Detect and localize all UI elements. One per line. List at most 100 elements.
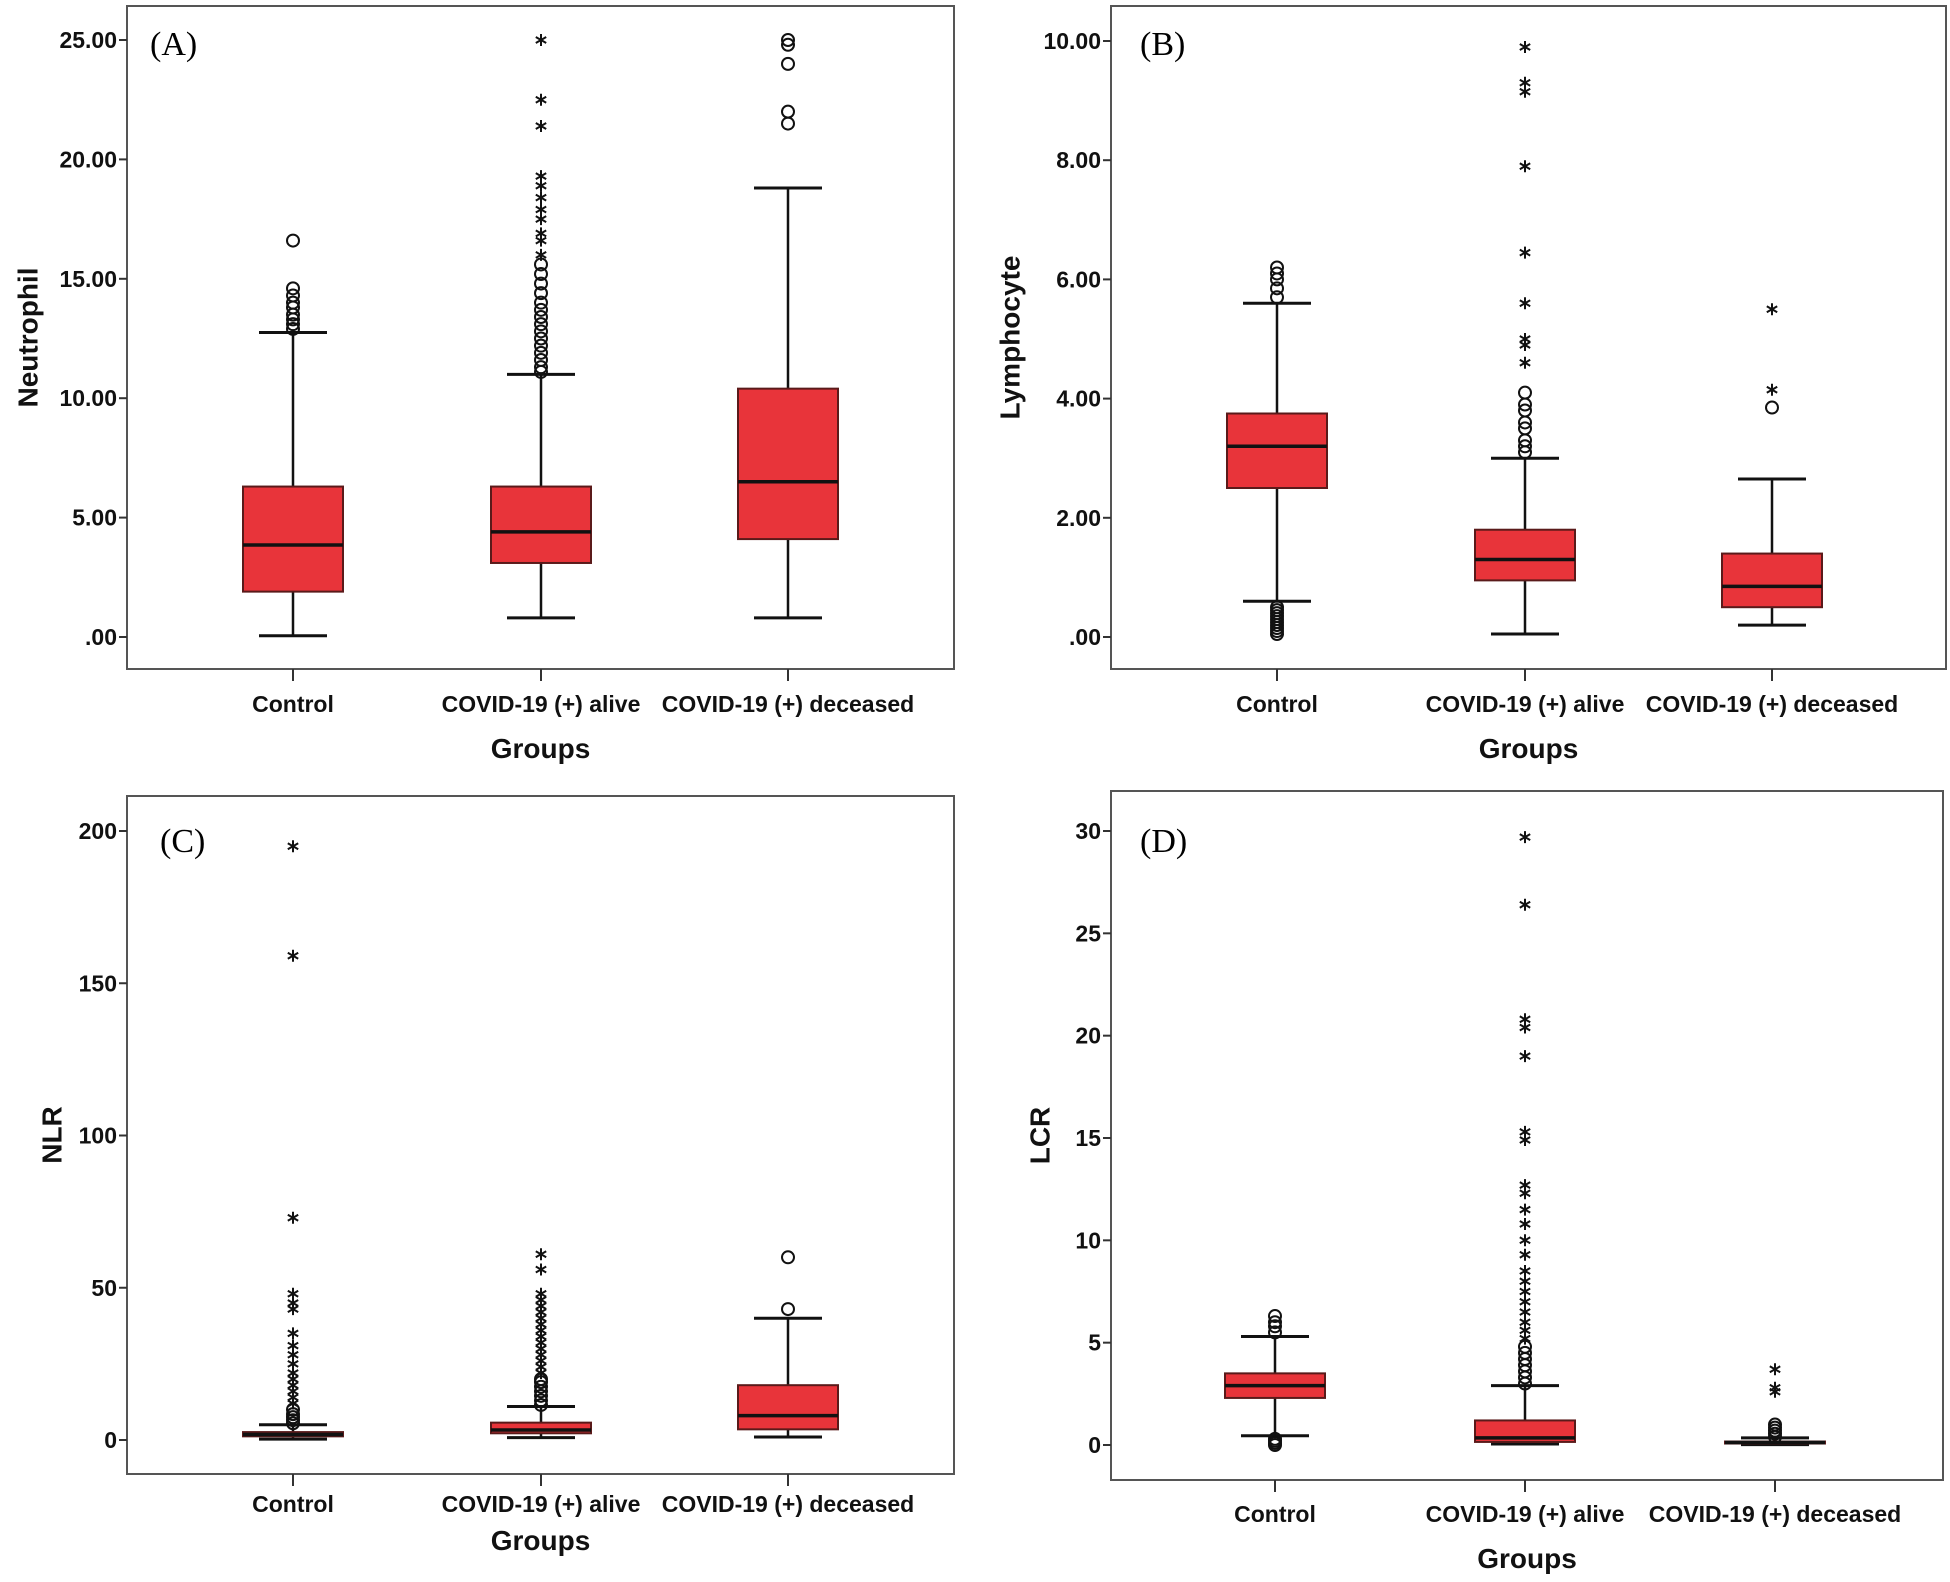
box-0: Control (242, 840, 344, 1517)
outlier-circle (1268, 1309, 1282, 1324)
outlier-star (1519, 1050, 1531, 1063)
panel-label: (D) (1140, 823, 1187, 860)
y-tick-label: 0 (104, 1427, 117, 1453)
outlier-star (535, 1287, 547, 1300)
box-1: COVID-19 (+) alive (442, 1248, 641, 1517)
y-tick-label: 50 (91, 1275, 117, 1301)
panel-label: (A) (150, 26, 197, 63)
y-tick-label: 2.00 (1056, 505, 1101, 531)
y-tick-label: 10 (1075, 1227, 1101, 1253)
outlier-circle (534, 1397, 548, 1412)
outlier-circle (1518, 385, 1532, 400)
outlier-circle (286, 233, 300, 248)
outlier-star (535, 34, 547, 46)
outlier-star (287, 840, 299, 853)
outlier-circle (781, 37, 795, 52)
outlier-star (535, 93, 547, 106)
outlier-star (1519, 898, 1531, 911)
outlier-circle (534, 302, 548, 317)
x-axis-label: Groups (1477, 1543, 1577, 1574)
outlier-circle (534, 352, 548, 367)
outlier-circle (534, 1388, 548, 1403)
y-tick-label: 200 (79, 818, 117, 844)
outlier-circle (781, 116, 795, 131)
outlier-star (1519, 1265, 1531, 1277)
outlier-star (1519, 297, 1531, 310)
x-tick-label: Control (252, 1491, 334, 1517)
x-tick-label: COVID-19 (+) deceased (662, 691, 914, 717)
y-tick-label: 15.00 (59, 266, 117, 292)
outlier-circle (1268, 1325, 1282, 1340)
x-axis-label: Groups (491, 1525, 591, 1556)
x-tick-label: COVID-19 (+) alive (1426, 1501, 1625, 1527)
box-0: Control (242, 233, 344, 717)
x-tick-label: COVID-19 (+) alive (1426, 691, 1625, 717)
y-axis-label: LCR (1025, 1107, 1056, 1165)
box-iqr (490, 1421, 592, 1435)
outlier-circle (534, 1379, 548, 1394)
outlier-circle (534, 338, 548, 353)
panel-label: (B) (1140, 26, 1185, 63)
outlier-star (1519, 831, 1531, 844)
x-tick-label: COVID-19 (+) alive (442, 1491, 641, 1517)
outlier-star (1519, 76, 1531, 89)
outlier-circle (286, 288, 300, 303)
box-iqr (242, 485, 344, 593)
box-2: COVID-19 (+) deceased (662, 1250, 914, 1517)
box-0: Control (1226, 260, 1328, 717)
panel-c: (C) 0 50 100 150 200 NLR Groups Control COVID-19 … (37, 795, 955, 1556)
outlier-star (1519, 1316, 1531, 1329)
panel-a: (A) .00 5.00 10.00 15.00 20.00 25.00 Neutrophil… (13, 5, 955, 764)
x-tick-label: COVID-19 (+) alive (442, 691, 641, 717)
panel-b: (B) .00 2.00 4.00 6.00 8.00 10.00 Lymphocyte Gro… (995, 5, 1947, 764)
box-iqr (737, 1384, 839, 1431)
outlier-circle (1765, 400, 1779, 415)
outlier-star (287, 949, 299, 962)
outlier-star (1766, 303, 1778, 316)
outlier-circle (534, 267, 548, 282)
y-tick-label: 8.00 (1056, 147, 1101, 173)
y-tick-label: 15 (1075, 1125, 1101, 1151)
x-tick-label: Control (1234, 1501, 1316, 1527)
x-axis-label: Groups (491, 733, 591, 764)
box-iqr (1226, 412, 1328, 489)
outlier-circle (781, 33, 795, 47)
outlier-circle (1518, 403, 1532, 418)
y-tick-label: 100 (79, 1123, 117, 1149)
box-2: COVID-19 (+) deceased (662, 33, 914, 717)
outlier-star (1519, 1125, 1531, 1138)
box-1: COVID-19 (+) alive (1426, 41, 1625, 717)
x-tick-label: Control (252, 691, 334, 717)
outlier-circle (534, 331, 548, 346)
plot-frame (1110, 5, 1947, 670)
outlier-star (535, 1248, 547, 1261)
x-tick-label: Control (1236, 691, 1318, 717)
outlier-circle (1268, 1431, 1282, 1446)
y-tick-label: 20.00 (59, 146, 117, 172)
outlier-circle (1768, 1417, 1782, 1432)
outlier-star (1769, 1381, 1781, 1394)
outlier-circle (534, 276, 548, 291)
y-axis-label: NLR (37, 1106, 68, 1164)
outlier-circle (534, 317, 548, 332)
box-2: COVID-19 (+) deceased (1646, 303, 1898, 717)
box-1: COVID-19 (+) alive (442, 34, 641, 717)
outlier-star (1519, 160, 1531, 173)
outlier-circle (1270, 290, 1284, 305)
box-iqr (1721, 552, 1823, 609)
outlier-star (1769, 1363, 1781, 1376)
outlier-circle (286, 321, 300, 336)
outlier-circle (534, 295, 548, 310)
outlier-star (535, 1263, 547, 1276)
y-tick-label: 30 (1075, 818, 1101, 844)
box-1: COVID-19 (+) alive (1426, 831, 1625, 1527)
box-0: Control (1224, 1309, 1326, 1527)
box-iqr (490, 485, 592, 564)
outlier-circle (534, 286, 548, 301)
outlier-star (1519, 1203, 1531, 1216)
y-axis-label: Neutrophil (13, 268, 44, 408)
outlier-circle (1268, 1315, 1282, 1330)
outlier-star (1519, 1306, 1531, 1318)
outlier-circle (1270, 600, 1284, 615)
